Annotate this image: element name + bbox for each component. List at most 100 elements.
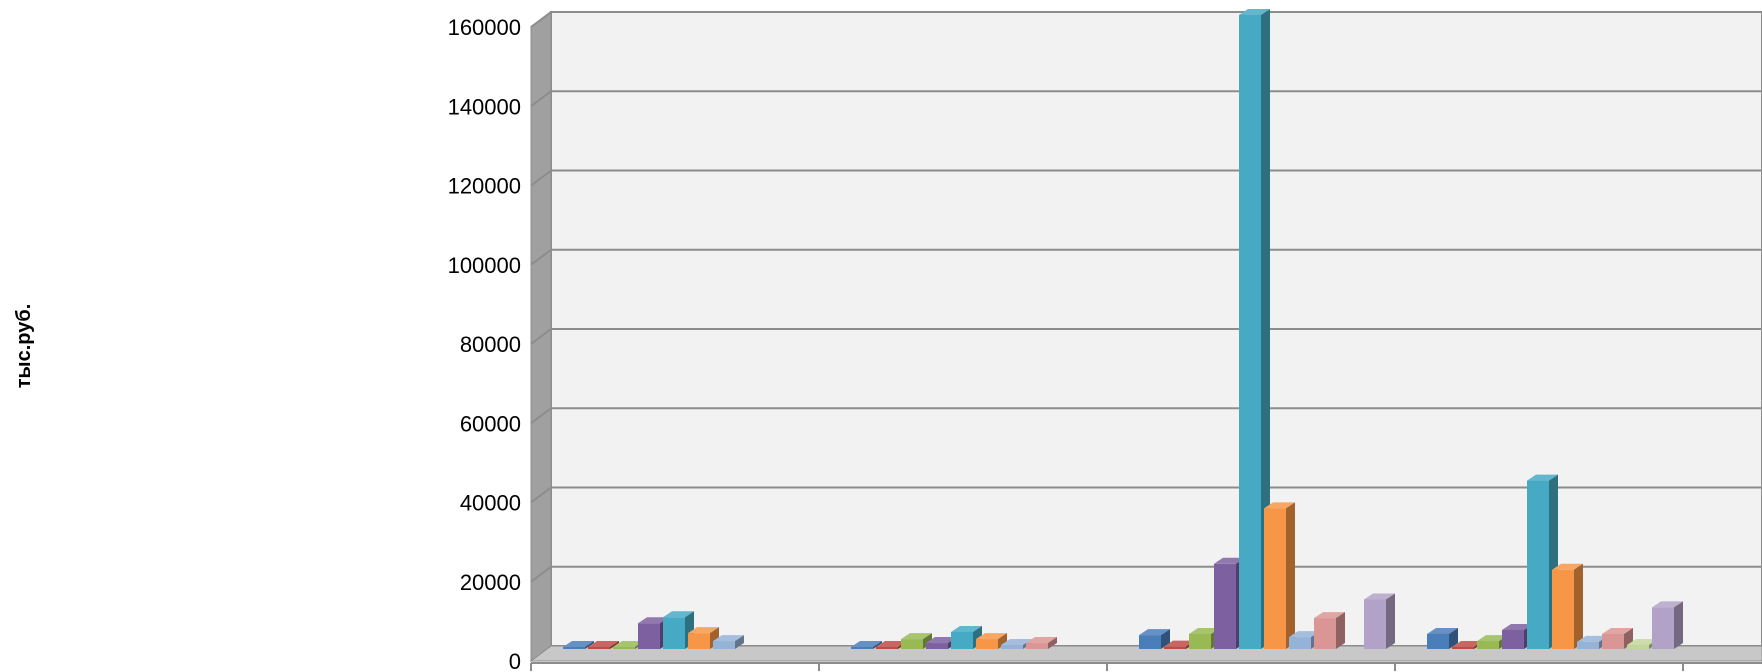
bar-side	[585, 641, 594, 649]
bar	[1652, 601, 1683, 649]
bar-top	[1652, 601, 1683, 608]
bar-front	[613, 647, 635, 649]
bar-top	[1164, 640, 1195, 647]
bar-front	[1364, 599, 1386, 649]
y-tick-label: 160000	[448, 15, 521, 40]
y-tick-label: 0	[509, 649, 521, 672]
bar-front	[588, 647, 610, 649]
bar-top	[1452, 641, 1483, 647]
bar-front	[688, 633, 710, 649]
x-axis	[530, 662, 1762, 671]
bar-top	[1427, 627, 1458, 634]
floor	[529, 645, 1762, 662]
bar	[851, 641, 882, 649]
bar-front	[1239, 15, 1261, 649]
bar-front	[1001, 645, 1023, 649]
bar-top	[663, 611, 694, 618]
bar-top	[1364, 593, 1395, 600]
bar-front	[1652, 607, 1674, 649]
bar	[588, 641, 619, 649]
bar	[1602, 627, 1633, 649]
bar-top	[638, 617, 669, 624]
gridline-side	[530, 169, 552, 187]
bar	[1364, 593, 1395, 649]
bar	[976, 633, 1007, 649]
bar-front	[1602, 633, 1624, 649]
bar-side	[1674, 601, 1683, 649]
bar-side	[735, 635, 744, 649]
bar-front	[1214, 563, 1236, 649]
bar-top	[1239, 9, 1270, 15]
bar-top	[976, 633, 1007, 640]
bar-top	[613, 641, 644, 647]
bar	[1239, 9, 1270, 649]
bar-front	[1314, 618, 1336, 649]
bar-front	[851, 647, 873, 649]
y-tick-label: 20000	[460, 570, 521, 595]
bar-front	[1477, 641, 1499, 649]
bar-side	[1261, 9, 1270, 649]
bar-front	[1552, 569, 1574, 649]
bar-top	[1139, 629, 1170, 636]
bar-front	[976, 639, 998, 649]
bar-side	[610, 641, 619, 649]
bar-front	[1452, 647, 1474, 649]
bar-top	[926, 637, 957, 644]
bar-top	[1189, 627, 1220, 634]
y-tick-label: 60000	[460, 411, 521, 436]
bar	[563, 641, 594, 649]
bar-side	[998, 633, 1007, 649]
bar-top	[1026, 637, 1057, 644]
y-tick-label: 40000	[460, 491, 521, 516]
bar-top	[951, 625, 982, 632]
bar-top	[1552, 563, 1583, 570]
bar-front	[1189, 633, 1211, 649]
bar-side	[1449, 627, 1458, 649]
y-tick-label: 120000	[448, 174, 521, 199]
bar-front	[638, 623, 660, 649]
bar-front	[563, 647, 585, 649]
bar	[1139, 629, 1170, 649]
bar-top	[563, 641, 594, 647]
y-axis-label: тыс.руб.	[13, 304, 35, 389]
bar-front	[713, 641, 735, 649]
bar-side	[1574, 563, 1583, 649]
bar	[713, 635, 744, 649]
bar-front	[1026, 643, 1048, 649]
bar-top	[1264, 502, 1295, 509]
bar-top	[901, 633, 932, 640]
bar-side	[1048, 637, 1057, 649]
bar-front	[901, 639, 923, 649]
bar-side	[1161, 629, 1170, 649]
gridline-side	[530, 486, 552, 504]
bar-top	[688, 627, 719, 634]
bar-side	[1286, 502, 1295, 649]
bar-top	[1289, 631, 1320, 638]
bar-front	[1164, 646, 1186, 649]
bar	[1552, 563, 1583, 649]
bar	[1264, 502, 1295, 649]
y-tick-label: 80000	[460, 332, 521, 357]
bar-front	[1264, 508, 1286, 649]
bar-top	[1602, 627, 1633, 634]
bar-front	[1627, 645, 1649, 649]
bar-series	[563, 9, 1683, 649]
gridline-side	[530, 328, 552, 345]
bar-top	[1314, 612, 1345, 619]
bar-front	[926, 643, 948, 649]
bar-top	[1502, 623, 1533, 630]
bar-top	[1001, 639, 1032, 646]
gridline-side	[530, 90, 552, 108]
bar-top	[588, 641, 619, 647]
bar-top	[1477, 635, 1508, 642]
bar-side	[1336, 612, 1345, 649]
bar-top	[713, 635, 744, 642]
gridline-side	[530, 248, 552, 266]
chart-walls	[529, 11, 1762, 662]
bar-front	[876, 647, 898, 649]
bar-front	[663, 617, 685, 649]
bar-front	[951, 631, 973, 649]
bar-top	[1577, 635, 1608, 642]
gridline-side	[530, 407, 552, 425]
